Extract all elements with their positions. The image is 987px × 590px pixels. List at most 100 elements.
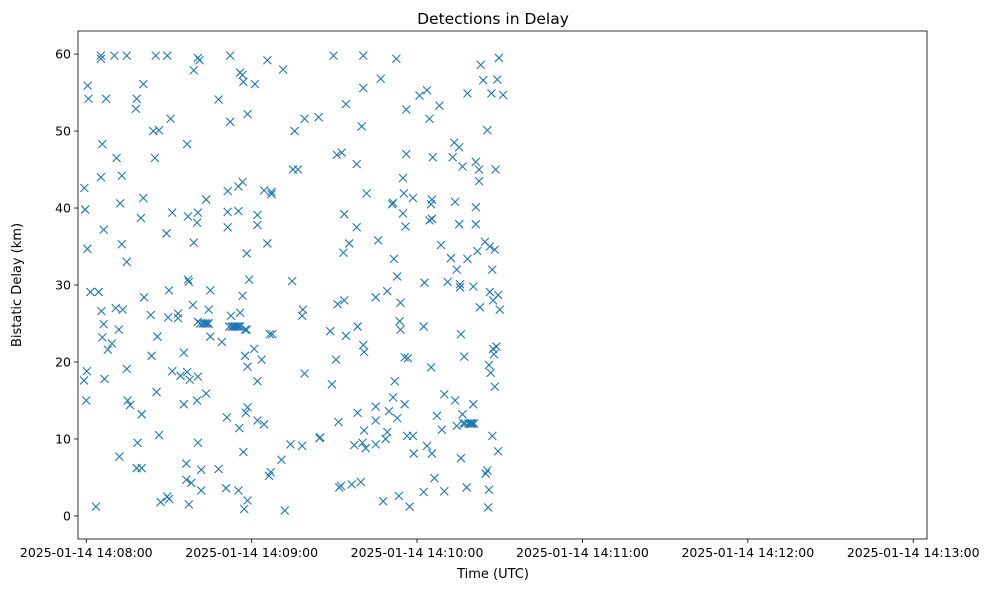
detection-marker: [214, 95, 223, 104]
detection-marker: [243, 402, 252, 412]
detection-marker: [239, 447, 248, 457]
detection-marker: [486, 368, 496, 378]
detection-marker: [182, 139, 192, 149]
scatter-markers: [79, 51, 508, 515]
detection-marker: [490, 245, 500, 254]
detection-marker: [469, 419, 479, 428]
detection-marker: [241, 408, 251, 418]
detection-marker: [166, 114, 176, 124]
detection-marker: [150, 153, 160, 163]
detection-marker: [390, 376, 400, 386]
detection-marker: [277, 455, 286, 465]
detection-marker: [483, 503, 493, 512]
detection-marker: [112, 153, 121, 163]
detection-marker: [482, 125, 492, 135]
detection-marker: [359, 347, 369, 357]
detection-marker: [96, 54, 106, 64]
detection-marker: [101, 94, 111, 104]
detection-marker: [154, 125, 164, 135]
detection-marker: [214, 464, 223, 474]
detection-marker: [399, 189, 409, 198]
detection-marker: [475, 302, 485, 312]
detection-marker: [376, 74, 386, 84]
detection-marker: [132, 94, 142, 104]
detection-marker: [162, 229, 171, 238]
detection-marker: [234, 206, 243, 216]
detection-marker: [325, 326, 335, 336]
detection-marker: [401, 149, 411, 159]
detection-marker: [437, 425, 447, 435]
detection-marker: [176, 371, 185, 381]
detection-marker: [267, 329, 277, 339]
detection-marker: [490, 382, 500, 391]
detection-marker: [192, 396, 202, 405]
detection-marker: [314, 112, 324, 122]
detection-marker: [419, 487, 429, 497]
detection-marker: [240, 325, 250, 335]
detection-marker: [203, 319, 213, 328]
detection-marker: [184, 499, 194, 509]
detection-marker: [448, 152, 457, 162]
detection-marker: [398, 173, 408, 183]
detection-marker: [265, 329, 275, 339]
detection-marker: [86, 287, 95, 297]
detection-marker: [339, 296, 349, 305]
detection-marker: [492, 342, 501, 351]
detection-marker: [96, 51, 106, 61]
detection-marker: [436, 240, 446, 250]
detection-marker: [201, 389, 211, 398]
detection-marker: [222, 412, 232, 422]
detection-marker: [362, 189, 371, 198]
detection-marker: [183, 275, 193, 285]
detection-marker: [396, 325, 405, 335]
detection-marker: [253, 416, 262, 425]
detection-marker: [100, 374, 109, 384]
detection-marker: [151, 51, 161, 61]
detection-marker: [232, 322, 242, 331]
detection-marker: [188, 300, 198, 310]
detection-marker: [333, 299, 343, 309]
detection-marker: [164, 494, 174, 504]
detection-marker: [356, 477, 366, 487]
detection-marker: [117, 171, 127, 181]
detection-marker: [109, 51, 119, 61]
detection-marker: [485, 287, 495, 297]
detection-marker: [487, 88, 496, 98]
detection-marker: [262, 55, 272, 65]
x-axis-label: Time (UTC): [456, 567, 529, 582]
detection-marker: [243, 362, 252, 371]
detection-marker: [396, 298, 405, 308]
detection-marker: [138, 193, 148, 203]
detection-marker: [137, 409, 147, 419]
detection-marker: [463, 254, 472, 264]
detection-marker: [493, 446, 503, 456]
detection-marker: [111, 303, 121, 313]
detection-marker: [489, 349, 499, 359]
detection-marker: [290, 126, 300, 136]
detection-marker: [115, 199, 125, 208]
detection-marker: [428, 152, 438, 162]
detection-marker: [196, 465, 206, 475]
detection-marker: [474, 165, 484, 174]
detection-marker: [329, 51, 338, 61]
detection-marker: [359, 426, 369, 435]
detection-marker: [400, 399, 410, 409]
detection-marker: [193, 317, 203, 327]
detection-marker: [331, 355, 341, 365]
detection-marker: [420, 278, 429, 288]
detection-marker: [371, 402, 381, 412]
detection-marker: [99, 319, 109, 329]
detection-marker: [156, 497, 166, 507]
detection-marker: [162, 51, 172, 61]
detection-marker: [337, 148, 347, 158]
y-tick-label: 60: [55, 47, 71, 62]
detection-marker: [238, 177, 247, 187]
detection-marker: [339, 248, 348, 258]
detection-marker: [185, 375, 195, 385]
detection-marker: [97, 306, 106, 316]
detection-marker: [193, 438, 203, 448]
detection-marker: [242, 325, 252, 335]
y-tick-label: 20: [55, 354, 71, 369]
detection-marker: [225, 51, 235, 61]
detection-marker: [468, 419, 477, 428]
